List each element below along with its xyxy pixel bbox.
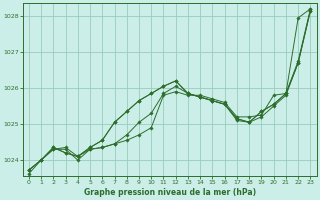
X-axis label: Graphe pression niveau de la mer (hPa): Graphe pression niveau de la mer (hPa)	[84, 188, 256, 197]
